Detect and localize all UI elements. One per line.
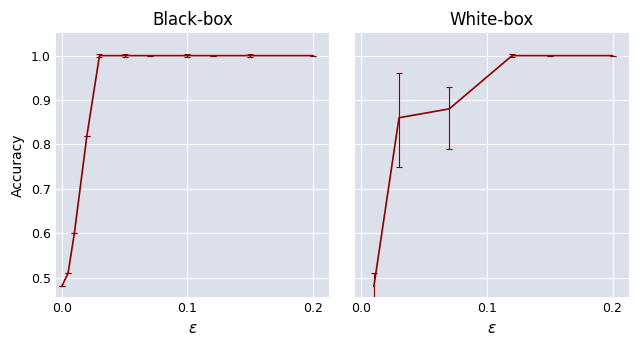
- Y-axis label: Accuracy: Accuracy: [11, 134, 25, 197]
- Title: Black-box: Black-box: [152, 11, 233, 29]
- Title: White-box: White-box: [450, 11, 534, 29]
- X-axis label: ε: ε: [488, 321, 496, 336]
- X-axis label: ε: ε: [188, 321, 196, 336]
